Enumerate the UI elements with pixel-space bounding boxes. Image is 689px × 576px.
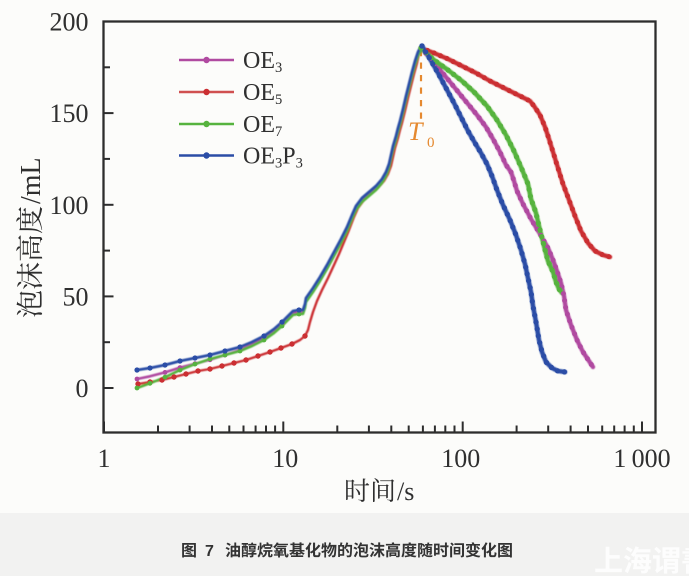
svg-text:100: 100 <box>50 191 89 220</box>
svg-text:/s: /s <box>397 477 414 506</box>
svg-text:0: 0 <box>76 374 89 403</box>
svg-text:T: T <box>408 117 424 146</box>
svg-text:/mL: /mL <box>16 157 47 204</box>
svg-text:OE7: OE7 <box>243 112 282 140</box>
svg-text:150: 150 <box>50 99 89 128</box>
svg-text:200: 200 <box>50 8 89 37</box>
svg-text:100: 100 <box>441 444 480 473</box>
svg-text:10: 10 <box>272 444 298 473</box>
svg-text:1: 1 <box>98 444 111 473</box>
svg-text:50: 50 <box>63 282 89 311</box>
svg-text:OE3P3: OE3P3 <box>243 144 303 172</box>
svg-text:7: 7 <box>205 543 214 560</box>
svg-text:0: 0 <box>427 135 435 151</box>
svg-text:OE5: OE5 <box>243 80 282 108</box>
svg-text:1 000: 1 000 <box>613 444 670 473</box>
